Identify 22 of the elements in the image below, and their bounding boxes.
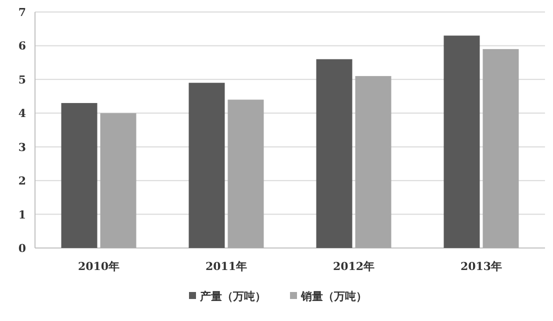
bar bbox=[482, 49, 519, 248]
y-tick-label: 3 bbox=[18, 140, 26, 154]
bar bbox=[444, 36, 480, 248]
y-tick-label: 2 bbox=[18, 174, 26, 188]
legend-label: 产量（万吨） bbox=[199, 290, 266, 303]
legend-label: 销量（万吨） bbox=[300, 290, 367, 303]
y-tick-label: 5 bbox=[18, 73, 26, 86]
y-tick-label: 4 bbox=[18, 107, 26, 120]
y-tick-label: 6 bbox=[18, 40, 26, 53]
x-tick-label: 2012年 bbox=[332, 260, 375, 273]
y-tick-label: 1 bbox=[18, 208, 26, 222]
x-tick-label: 2013年 bbox=[460, 260, 502, 273]
x-tick-label: 2011年 bbox=[205, 260, 248, 273]
bar bbox=[316, 59, 352, 248]
y-tick-label: 0 bbox=[18, 242, 26, 255]
bar bbox=[188, 82, 225, 248]
bar bbox=[228, 100, 264, 248]
x-tick-label: 2010年 bbox=[78, 260, 120, 273]
y-tick-label: 7 bbox=[18, 6, 26, 19]
bar bbox=[100, 113, 136, 248]
bar bbox=[355, 76, 392, 248]
bar bbox=[61, 103, 98, 248]
